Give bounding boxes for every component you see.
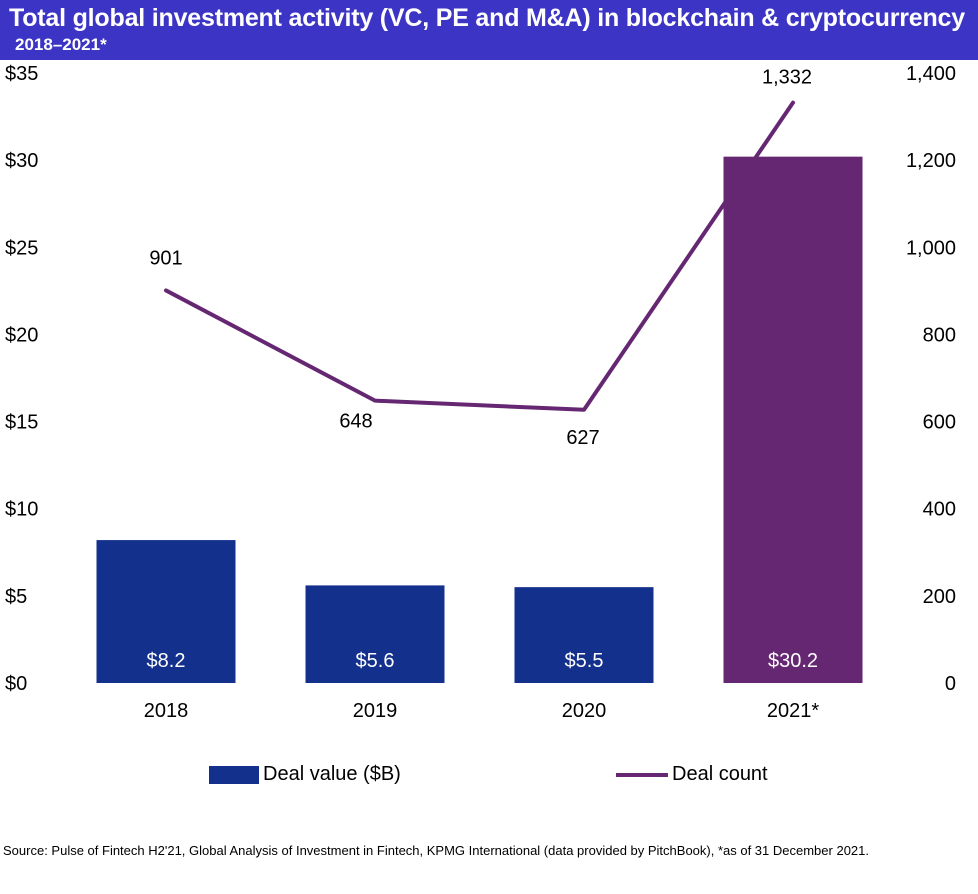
y-left-tick-label: $15 <box>5 412 38 434</box>
x-tick-label: 2021* <box>767 700 819 722</box>
chart-header: Total global investment activity (VC, PE… <box>0 0 978 60</box>
y-left-tick-label: $0 <box>5 673 27 695</box>
legend-label-deal-value: Deal value ($B) <box>263 763 401 785</box>
legend-swatch-deal-value <box>209 765 259 784</box>
y-left-tick-label: $20 <box>5 324 38 346</box>
y-left-tick-label: $30 <box>5 150 38 172</box>
line-value-label: 627 <box>566 427 599 449</box>
bar-value-label: $5.5 <box>565 650 604 672</box>
bar-deal-value-2020 <box>514 587 654 683</box>
y-right-tick-label: 1,200 <box>906 150 956 172</box>
y-left-tick-label: $5 <box>5 586 27 608</box>
line-value-label: 901 <box>149 247 182 269</box>
x-tick-label: 2019 <box>353 700 398 722</box>
y-right-tick-label: 1,000 <box>906 237 956 259</box>
legend-item-deal-count: Deal count <box>616 763 768 786</box>
y-right-tick-label: 800 <box>923 324 956 346</box>
legend-swatch-deal-count <box>616 772 668 777</box>
bar-value-label: $5.6 <box>356 650 395 672</box>
line-value-label: 648 <box>339 411 372 433</box>
x-tick-label: 2018 <box>144 700 189 722</box>
y-left-tick-label: $35 <box>5 63 38 85</box>
line-value-label: 1,332 <box>762 67 812 89</box>
chart-area: $0 $5 $10 $15 $20 $25 $30 $35 0 200 400 600 800 1,000… <box>0 60 978 736</box>
y-right-tick-label: 200 <box>923 586 956 608</box>
legend-label-deal-count: Deal count <box>672 763 768 785</box>
source-note: Source: Pulse of Fintech H2'21, Global A… <box>3 843 869 858</box>
y-left-tick-label: $25 <box>5 237 38 259</box>
y-right-tick-label: 1,400 <box>906 63 956 85</box>
chart-title: Total global investment activity (VC, PE… <box>9 4 965 32</box>
bar-deal-value-2019 <box>305 585 445 683</box>
combo-chart: $0 $5 $10 $15 $20 $25 $30 $35 0 200 400 600 800 1,000… <box>5 63 956 722</box>
y-right-tick-label: 0 <box>945 673 956 695</box>
y-right-tick-label: 600 <box>923 412 956 434</box>
line-deal-count <box>164 100 795 412</box>
legend-item-deal-value: Deal value ($B) <box>209 763 401 786</box>
bar-deal-value-2018 <box>96 540 236 683</box>
bar-deal-value-2021 <box>723 156 863 684</box>
bar-value-label: $30.2 <box>768 650 818 672</box>
y-right-tick-label: 400 <box>923 499 956 521</box>
bar-value-label: $8.2 <box>147 650 186 672</box>
y-left-tick-label: $10 <box>5 499 38 521</box>
x-tick-label: 2020 <box>562 700 607 722</box>
chart-subtitle: 2018–2021* <box>15 35 107 54</box>
